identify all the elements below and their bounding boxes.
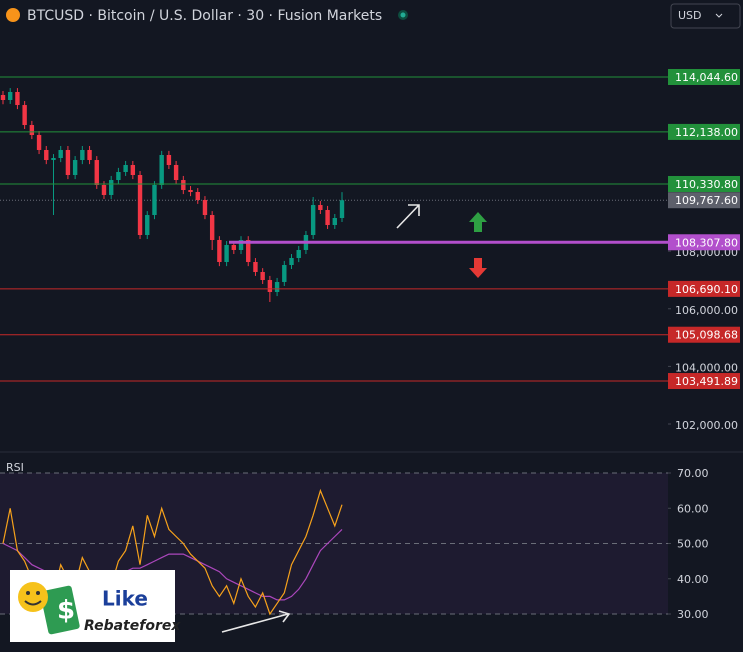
candle-body [29,125,35,136]
candle-body [65,149,71,175]
candle-body [267,280,273,292]
price-label-bg [668,373,740,390]
price-label-bg [668,280,740,297]
logo-line1: Like [102,587,148,611]
candle-body [332,218,337,226]
logo-smiley [18,582,48,612]
y-tick-label: 104,000.00 [675,361,738,374]
candle-body [51,158,56,161]
candle-body [116,172,121,181]
candle-body [325,210,330,226]
candle-body [101,184,107,195]
candle-body [289,257,294,265]
currency: USD [678,9,702,22]
candle-body [246,239,251,263]
price-label: 109,767.60 [675,194,738,207]
candle-body [58,149,63,159]
candle-body [0,94,6,101]
price-label-bg [668,123,740,140]
svg-text:$: $ [57,596,75,626]
candle-body [231,245,237,250]
down-arrow [469,258,487,278]
logo-card [40,585,80,635]
symbol-title: BTCUSD · Bitcoin / U.S. Dollar · 30 · Fu… [27,8,382,24]
candle-body [181,180,186,191]
price-label-bg [668,175,740,192]
rsi-title: RSI [6,461,24,474]
y-tick-label: 50.00 [677,538,709,551]
divergence-arrow [221,610,291,633]
candle-body [152,184,157,216]
candle-body [123,165,128,173]
y-tick-label: 102,000.00 [675,419,738,432]
candle-body [36,135,42,150]
candle-body [145,215,150,236]
candle-body [202,200,208,216]
candle-body [173,165,179,181]
up-arrow [469,212,487,232]
candle-body [195,191,200,201]
price-label: 114,044.60 [675,71,738,84]
candle-body [130,165,136,175]
price-label-bg [668,326,740,343]
candle-body [217,239,222,263]
rsi-line [2,488,343,616]
logo: $ Like Rebateforex [10,570,181,642]
candle-body [94,160,99,185]
annotations [221,204,487,633]
candle-body [224,245,229,263]
price-label: 103,491.89 [675,375,738,388]
y-tick-label: 70.00 [677,467,709,480]
candle-body [137,174,143,236]
price-label-bg [668,234,740,251]
candle-body [282,264,287,282]
candle-body [159,155,164,185]
candle-body [310,205,316,236]
candle-body [318,205,323,211]
candle-body [72,160,78,175]
candle-body [339,200,345,219]
candle-body [15,91,20,106]
currency-select[interactable] [670,3,741,29]
candle-body [108,180,114,195]
y-tick-label: 60.00 [677,502,709,515]
y-tick-label: 30.00 [677,608,709,621]
logo-line2: Rebateforex [84,618,181,634]
candle-body [238,239,244,250]
trend-arrow [396,204,420,229]
price-label-bg [668,192,740,209]
candle-body [188,190,193,192]
price-label: 106,690.10 [675,283,738,296]
bitcoin-icon [6,8,20,22]
price-label-bg [668,68,740,85]
candle-body [166,155,172,166]
candle-body [260,271,265,281]
price-label: 105,098.68 [675,329,738,342]
candle-body [80,149,85,161]
candle-body [296,249,301,258]
price-label: 112,138.00 [675,126,738,139]
y-tick-label: 40.00 [677,573,709,586]
price-pane: 108,000.00106,000.00104,000.00102,000.00… [0,68,740,432]
candle-body [22,105,27,126]
candle-body [209,215,215,240]
y-tick-label: 106,000.00 [675,304,738,317]
price-label: 108,307.80 [675,236,738,249]
candle-body [253,262,258,272]
candle-body [8,91,13,101]
price-label: 110,330.80 [675,178,738,191]
candle-body [274,281,280,292]
candle-body [44,149,49,161]
candle-body [87,149,92,161]
